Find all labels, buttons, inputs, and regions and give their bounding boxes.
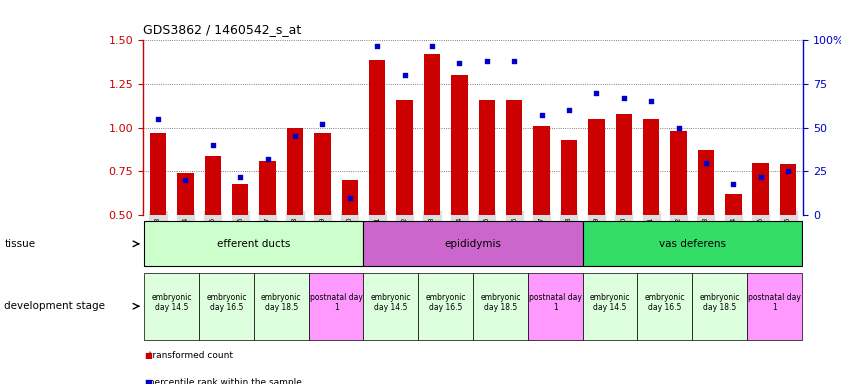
FancyBboxPatch shape — [363, 221, 583, 266]
Point — [234, 174, 247, 180]
FancyBboxPatch shape — [363, 273, 418, 340]
Point — [507, 58, 521, 65]
Text: embryonic
day 18.5: embryonic day 18.5 — [261, 293, 302, 312]
Point — [426, 43, 439, 49]
Point — [617, 95, 631, 101]
FancyBboxPatch shape — [583, 273, 637, 340]
Text: percentile rank within the sample: percentile rank within the sample — [143, 378, 302, 384]
Bar — [725, 194, 742, 215]
FancyBboxPatch shape — [145, 221, 363, 266]
Bar — [643, 119, 659, 215]
Bar — [698, 151, 714, 215]
FancyBboxPatch shape — [637, 273, 692, 340]
Point — [206, 142, 220, 148]
Text: postnatal day
1: postnatal day 1 — [748, 293, 801, 312]
Point — [343, 194, 357, 200]
Bar — [753, 163, 769, 215]
Text: transformed count: transformed count — [143, 351, 233, 360]
Point — [315, 121, 329, 127]
Point — [151, 116, 165, 122]
Point — [727, 180, 740, 187]
Text: embryonic
day 14.5: embryonic day 14.5 — [590, 293, 630, 312]
Bar — [369, 60, 385, 215]
Point — [535, 113, 548, 119]
Text: embryonic
day 16.5: embryonic day 16.5 — [644, 293, 685, 312]
Text: embryonic
day 14.5: embryonic day 14.5 — [151, 293, 192, 312]
Bar — [479, 100, 495, 215]
Bar — [506, 100, 522, 215]
FancyBboxPatch shape — [747, 273, 801, 340]
Point — [370, 43, 383, 49]
FancyBboxPatch shape — [418, 273, 473, 340]
Text: efferent ducts: efferent ducts — [217, 239, 291, 249]
Text: vas deferens: vas deferens — [659, 239, 726, 249]
Bar — [616, 114, 632, 215]
Point — [398, 72, 411, 78]
Bar — [315, 133, 331, 215]
FancyBboxPatch shape — [528, 273, 583, 340]
Bar — [588, 119, 605, 215]
Text: tissue: tissue — [4, 239, 35, 249]
Bar — [259, 161, 276, 215]
Text: GDS3862 / 1460542_s_at: GDS3862 / 1460542_s_at — [143, 23, 301, 36]
Point — [672, 124, 685, 131]
Bar — [424, 54, 440, 215]
Bar — [533, 126, 550, 215]
Bar — [396, 100, 413, 215]
Bar — [341, 180, 358, 215]
Text: embryonic
day 18.5: embryonic day 18.5 — [700, 293, 740, 312]
Point — [644, 98, 658, 104]
FancyBboxPatch shape — [145, 273, 199, 340]
Bar — [150, 133, 167, 215]
FancyBboxPatch shape — [583, 221, 801, 266]
Text: postnatal day
1: postnatal day 1 — [529, 293, 582, 312]
Text: embryonic
day 18.5: embryonic day 18.5 — [480, 293, 521, 312]
FancyBboxPatch shape — [692, 273, 747, 340]
Point — [480, 58, 494, 65]
Text: ■: ■ — [145, 378, 152, 384]
FancyBboxPatch shape — [254, 273, 309, 340]
Point — [781, 168, 795, 174]
Bar — [561, 140, 577, 215]
Bar — [204, 156, 221, 215]
Text: epididymis: epididymis — [445, 239, 501, 249]
Point — [452, 60, 466, 66]
Bar — [670, 131, 687, 215]
Point — [754, 174, 768, 180]
Text: embryonic
day 16.5: embryonic day 16.5 — [206, 293, 246, 312]
Point — [563, 107, 576, 113]
Text: embryonic
day 14.5: embryonic day 14.5 — [371, 293, 411, 312]
FancyBboxPatch shape — [309, 273, 363, 340]
Text: ■: ■ — [145, 351, 152, 360]
Bar — [232, 184, 248, 215]
Point — [261, 156, 274, 162]
Bar — [177, 173, 193, 215]
Point — [699, 160, 712, 166]
FancyBboxPatch shape — [199, 273, 254, 340]
Text: postnatal day
1: postnatal day 1 — [309, 293, 362, 312]
Bar — [451, 75, 468, 215]
Bar — [287, 127, 304, 215]
FancyBboxPatch shape — [473, 273, 528, 340]
Bar — [780, 164, 796, 215]
Point — [590, 90, 603, 96]
Point — [288, 133, 302, 139]
Text: development stage: development stage — [4, 301, 105, 311]
Text: embryonic
day 16.5: embryonic day 16.5 — [426, 293, 466, 312]
Point — [178, 177, 192, 183]
